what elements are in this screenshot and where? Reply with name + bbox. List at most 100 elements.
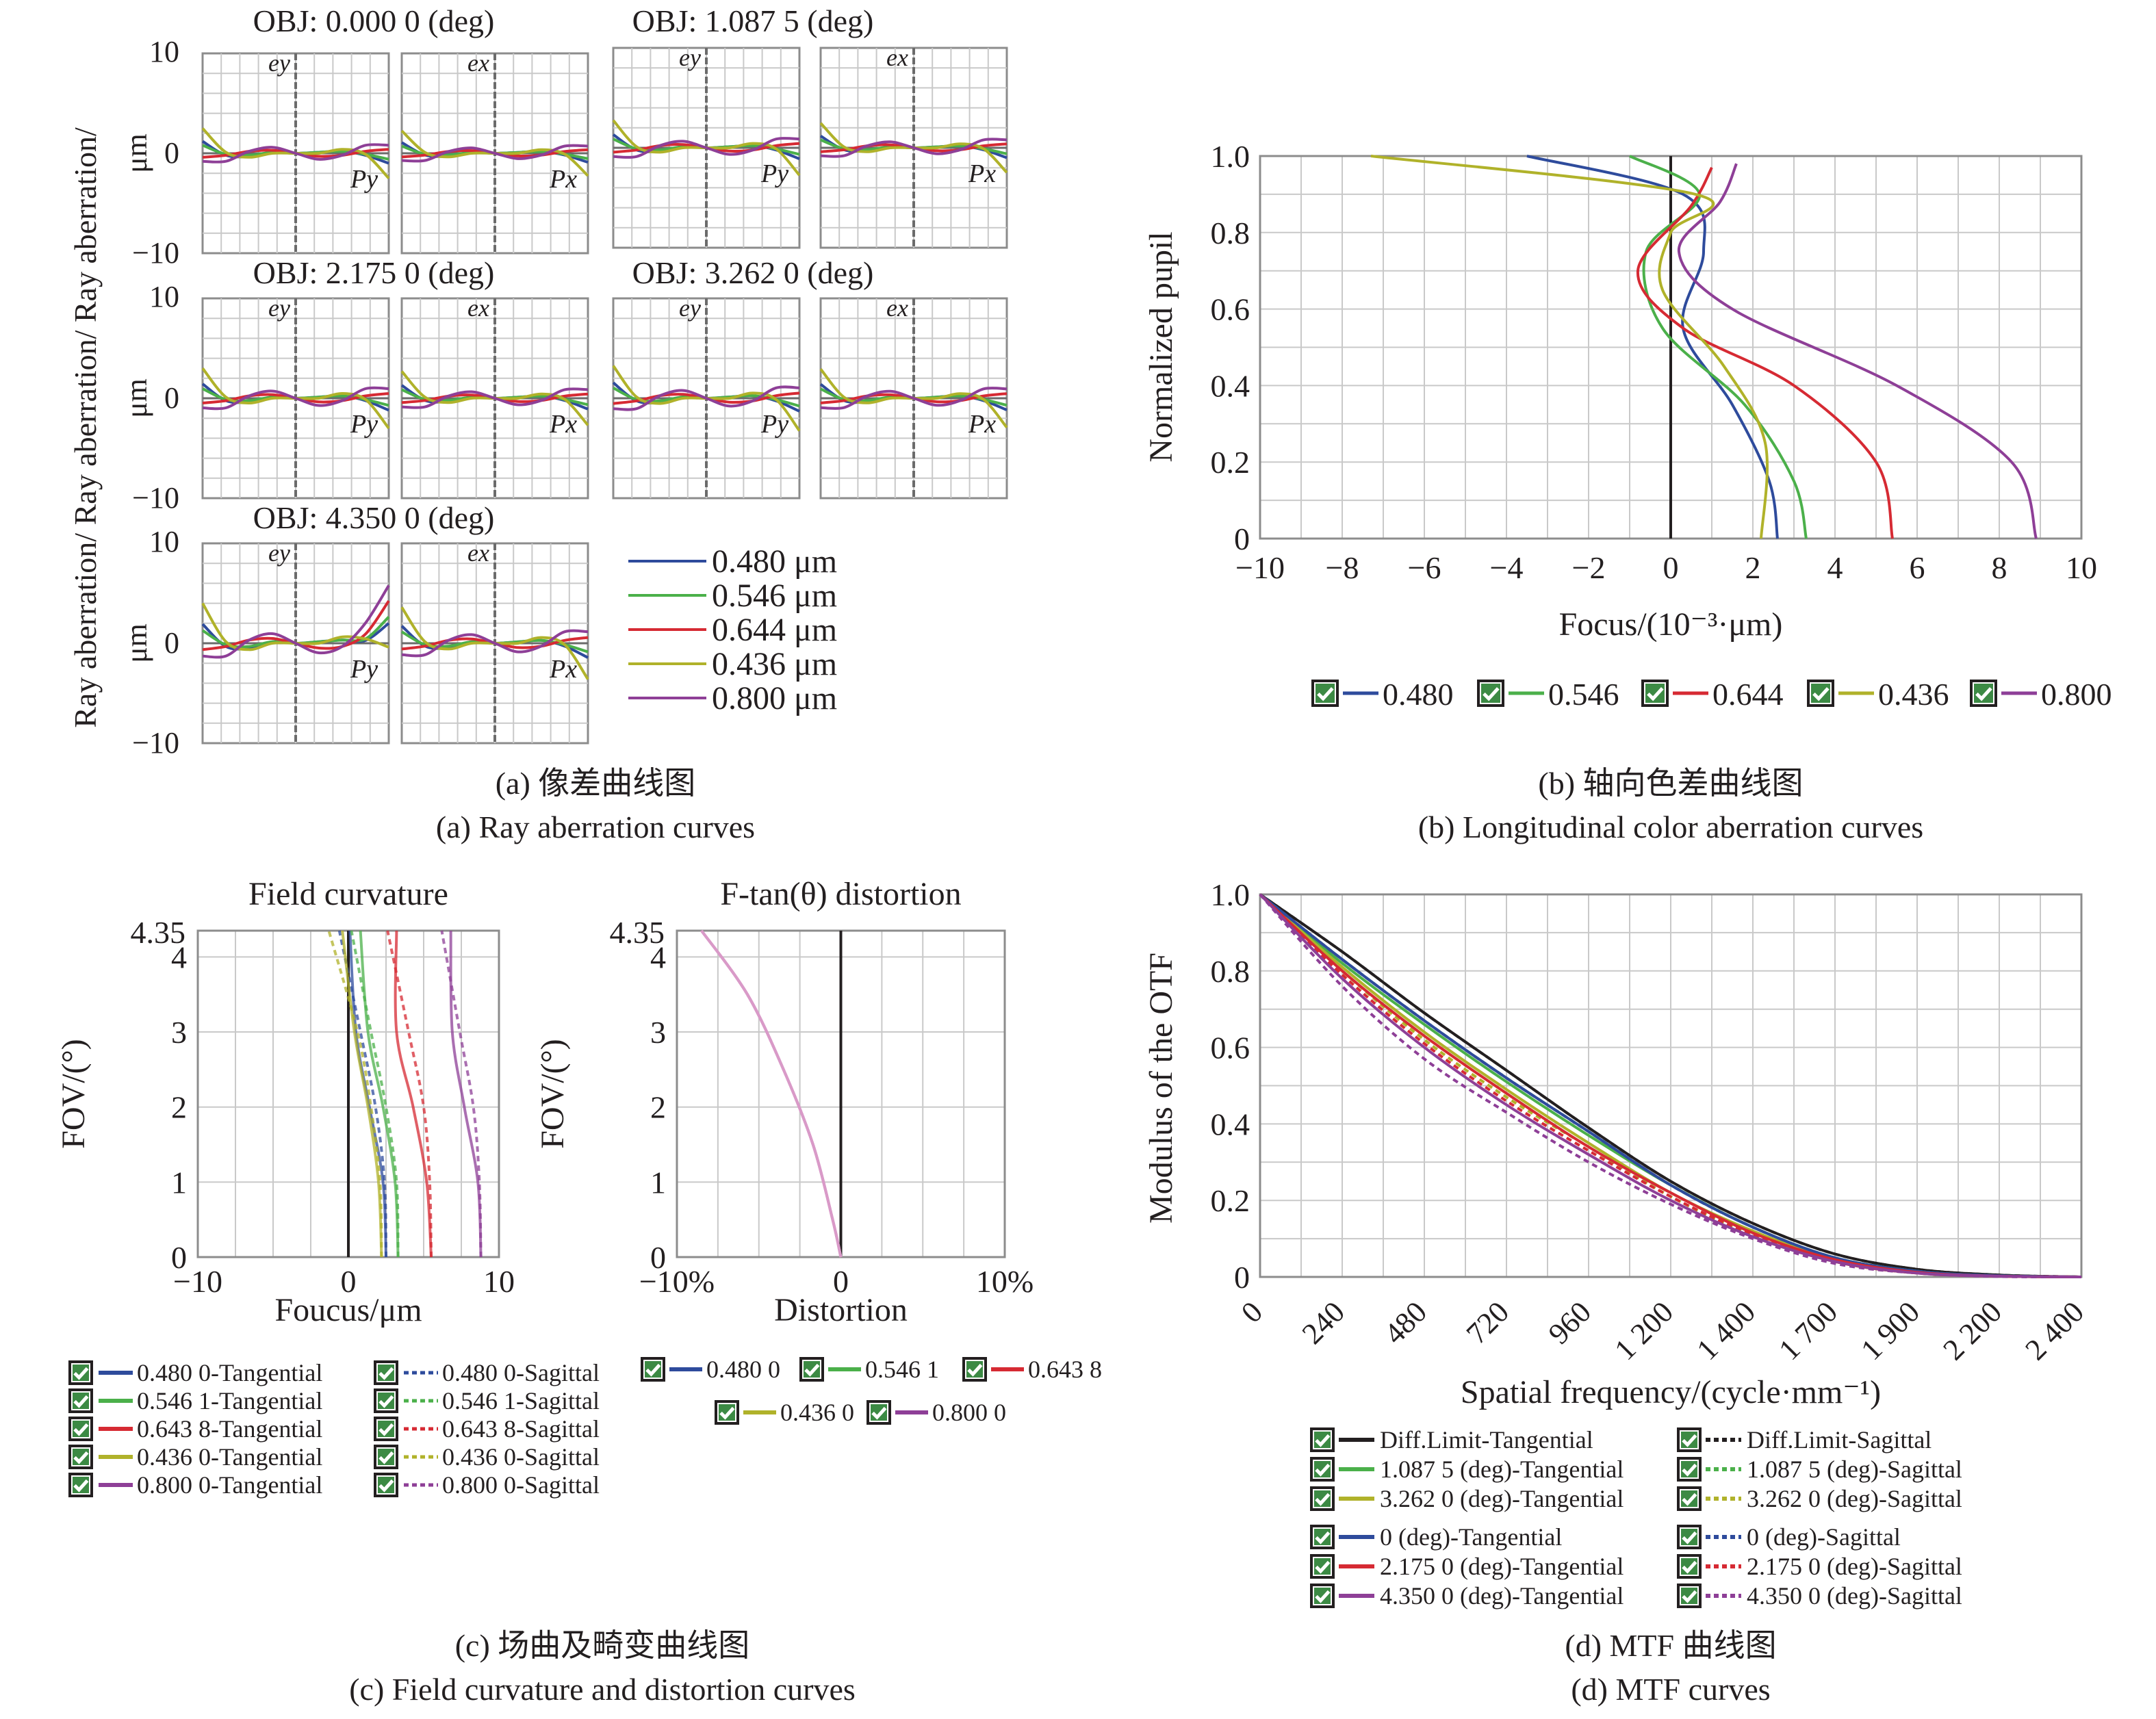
check-mark-icon: [1315, 1492, 1331, 1506]
caption-en: (c) Field curvature and distortion curve…: [349, 1672, 856, 1707]
legend-checkbox-icon: [374, 1360, 398, 1385]
field-title: OBJ: 4.350 0 (deg): [253, 500, 495, 535]
check-mark-icon: [1647, 687, 1664, 701]
x-tick-label: −2: [1572, 550, 1606, 585]
check-mark-icon: [1315, 1560, 1331, 1574]
legend-label: 2.175 0 (deg)-Sagittal: [1747, 1553, 1962, 1580]
legend-label: 0.800 0: [932, 1399, 1006, 1426]
y-tick-label: 0: [164, 381, 179, 415]
caption-cn: (d) MTF 曲线图: [1565, 1628, 1776, 1663]
legend-checkbox-icon: [374, 1388, 398, 1413]
fan-axis-label: ey: [268, 49, 290, 77]
distortion-curve: [700, 929, 843, 1258]
y-unit-label: μm: [120, 133, 153, 173]
fan-pupil-label: Py: [760, 159, 788, 188]
y-tick-label: 0.4: [1211, 368, 1250, 403]
y-tick-label: −10: [132, 481, 179, 515]
legend-checkbox-icon: [1310, 1457, 1335, 1482]
check-mark-icon: [804, 1363, 820, 1377]
checkbox-fill: [1314, 1490, 1331, 1507]
legend-checkbox-icon: [1310, 1584, 1335, 1608]
legend-label: 0.643 8: [1028, 1356, 1102, 1383]
y-tick-label: 0.8: [1211, 216, 1250, 250]
checkbox-fill: [1314, 1529, 1331, 1545]
field-title: OBJ: 1.087 5 (deg): [632, 3, 874, 38]
ray-fan-curve: [820, 387, 1008, 410]
y-axis-title: Normalized pupil: [1143, 231, 1179, 462]
legend-checkbox-icon: [1310, 1427, 1335, 1452]
legend-checkbox-icon: [1310, 1525, 1335, 1549]
fan-axis-label: ex: [886, 44, 908, 71]
check-mark-icon: [1812, 687, 1830, 701]
legend-checkbox-icon: [374, 1417, 398, 1441]
checkbox-fill: [1314, 1461, 1331, 1477]
y-tick-label: 4: [650, 940, 666, 974]
x-tick-label: −10: [1235, 550, 1285, 585]
check-mark-icon: [1315, 1531, 1331, 1544]
y-tick-label: 0.2: [1211, 445, 1250, 480]
x-tick-label: 1 700: [1772, 1295, 1844, 1367]
legend-label: 0.436 0-Tangential: [137, 1443, 322, 1471]
fan-pupil-label: Px: [968, 159, 996, 188]
x-tick-label: −10%: [639, 1264, 715, 1299]
y-tick-label: 10: [149, 35, 179, 68]
legend-label: 3.262 0 (deg)-Tangential: [1380, 1485, 1624, 1512]
mtf-plot: 0 240 480 720 960 1 200 1 400 1 700 1 900 2 200 2 …: [1143, 877, 2090, 1410]
focus-curve: [1636, 166, 1894, 539]
y-tick-label: 3: [650, 1015, 666, 1050]
focus-curve: [1677, 163, 2038, 539]
check-mark-icon: [645, 1363, 661, 1377]
checkbox-fill: [1811, 684, 1830, 703]
y-tick-label: 0: [650, 1240, 666, 1275]
y-tick-label: 0.2: [1211, 1183, 1250, 1218]
fan-pupil-label: Py: [760, 410, 788, 439]
ray-fan-plot: ey Py: [612, 294, 801, 500]
y-tick-label: 1: [171, 1165, 187, 1200]
y-tick-label: 0: [171, 1240, 187, 1275]
y-tick-label: 0.8: [1211, 954, 1250, 989]
distortion-curve: [700, 929, 843, 1258]
ray-fan-curve: [202, 584, 390, 659]
legend-label: 0.800: [2041, 677, 2112, 712]
legend-label: 0.800 μm: [712, 680, 837, 716]
legend-label: 0.546 1-Sagittal: [442, 1387, 600, 1414]
checkbox-fill: [1681, 1529, 1697, 1545]
check-mark-icon: [378, 1451, 394, 1464]
checkbox-fill: [1481, 684, 1500, 703]
ray-fan-plot: ey Py: [612, 44, 801, 249]
field-curve: [337, 930, 387, 1258]
legend-checkbox-icon: [1311, 680, 1339, 707]
longitudinal-plot: [1259, 155, 2083, 540]
x-tick-label: 0: [1235, 1295, 1269, 1329]
check-mark-icon: [1682, 1531, 1697, 1544]
distortion-curve: [700, 929, 843, 1258]
caption-cn: (a) 像差曲线图: [496, 766, 696, 801]
x-tick-label: 240: [1296, 1295, 1351, 1350]
checkbox-fill: [1681, 1558, 1697, 1575]
fan-pupil-label: Py: [350, 410, 378, 439]
legend-label: 2.175 0 (deg)-Tangential: [1380, 1553, 1624, 1580]
legend-checkbox-icon: [68, 1473, 93, 1497]
field-title: OBJ: 3.262 0 (deg): [632, 255, 874, 290]
check-mark-icon: [1315, 1590, 1331, 1603]
x-tick-label: 1 200: [1608, 1295, 1680, 1367]
legend-label: 0.546: [1548, 677, 1619, 712]
legend-label: 0.480: [1383, 677, 1454, 712]
ray-fan-curve: [820, 138, 1008, 158]
legend-checkbox-icon: [1677, 1554, 1702, 1579]
check-mark-icon: [719, 1406, 735, 1420]
check-mark-icon: [1483, 687, 1500, 701]
x-tick-label: 2 400: [2018, 1295, 2090, 1367]
legend-label: 1.087 5 (deg)-Tangential: [1380, 1456, 1624, 1483]
y-axis-title: FOV/(°): [55, 1039, 92, 1149]
ray-fan-curve: [613, 385, 800, 411]
legend-label: 0.480 0-Sagittal: [442, 1359, 600, 1386]
y-tick-label: 10: [149, 280, 179, 313]
checkbox-fill: [804, 1361, 820, 1378]
legend-checkbox-icon: [1477, 680, 1504, 707]
check-mark-icon: [73, 1395, 89, 1408]
checkbox-fill: [378, 1393, 394, 1409]
check-mark-icon: [1317, 687, 1334, 701]
check-mark-icon: [378, 1367, 394, 1380]
legend-checkbox-icon: [1310, 1554, 1335, 1579]
